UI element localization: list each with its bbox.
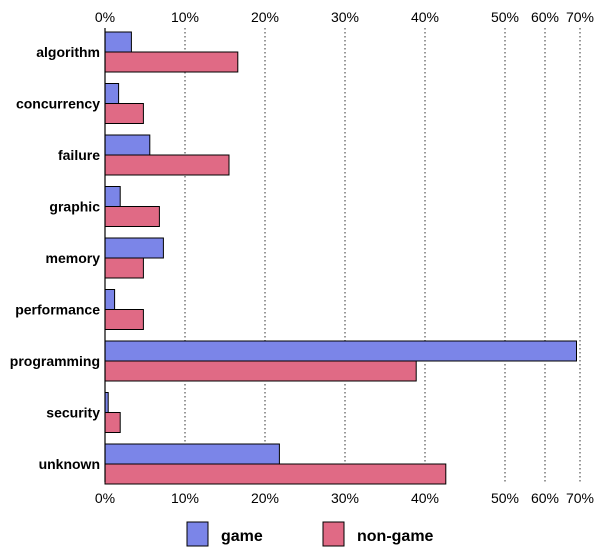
legend: game non-game [186, 521, 434, 547]
x-axis-bottom-ticks: 0% 10% 20% 30% 40% 50% 60% 70% [95, 490, 594, 506]
x-axis-top-ticks: 0% 10% 20% 30% 40% 50% 60% 70% [95, 9, 594, 25]
x-tick-label: 70% [566, 490, 594, 506]
category-label: programming [10, 353, 100, 369]
bar-game-programming [104, 340, 577, 362]
x-tick-label: 20% [251, 9, 279, 25]
x-tick-label: 20% [251, 490, 279, 506]
x-tick-label: 0% [95, 490, 115, 506]
bar-non-game-algorithm [104, 51, 239, 73]
category-label: unknown [39, 456, 100, 472]
x-tick-label: 30% [331, 490, 359, 506]
bar-non-game-failure [104, 154, 230, 176]
bar-non-game-memory [104, 257, 144, 279]
x-tick-label: 50% [491, 9, 519, 25]
bar-non-game-unknown [104, 463, 447, 485]
category-label: performance [15, 302, 100, 318]
bar-non-game-graphic [104, 206, 160, 227]
bar-game-concurrency [104, 83, 120, 104]
bar-non-game-security [104, 412, 121, 433]
legend-label-game: game [221, 528, 263, 545]
x-tick-label: 10% [171, 9, 199, 25]
x-tick-label: 0% [95, 9, 115, 25]
x-tick-label: 60% [531, 490, 559, 506]
x-tick-label: 10% [171, 490, 199, 506]
category-label: security [46, 405, 100, 421]
x-tick-label: 50% [491, 490, 519, 506]
category-label: memory [46, 250, 101, 266]
category-label: graphic [49, 199, 100, 215]
x-tick-label: 40% [411, 9, 439, 25]
bars [104, 31, 577, 485]
bar-game-memory [104, 237, 164, 259]
category-label: algorithm [36, 44, 100, 60]
category-label: failure [58, 147, 100, 163]
bar-non-game-concurrency [104, 103, 144, 124]
bar-game-failure [104, 134, 151, 156]
bar-game-graphic [104, 186, 121, 207]
bar-non-game-performance [104, 309, 144, 330]
legend-swatch-non-game [322, 521, 345, 547]
x-tick-label: 40% [411, 490, 439, 506]
bar-game-unknown [104, 443, 280, 465]
legend-label-non-game: non-game [357, 528, 434, 545]
x-tick-label: 60% [531, 9, 559, 25]
category-labels: algorithm concurrency failure graphic memory… [10, 44, 100, 472]
category-label: concurrency [16, 96, 100, 112]
x-tick-label: 30% [331, 9, 359, 25]
x-tick-label: 70% [566, 9, 594, 25]
bar-game-performance [104, 289, 116, 310]
legend-swatch-game [186, 521, 209, 547]
gridlines [184, 28, 581, 482]
bar-non-game-programming [104, 360, 417, 382]
bar-game-algorithm [104, 31, 132, 53]
